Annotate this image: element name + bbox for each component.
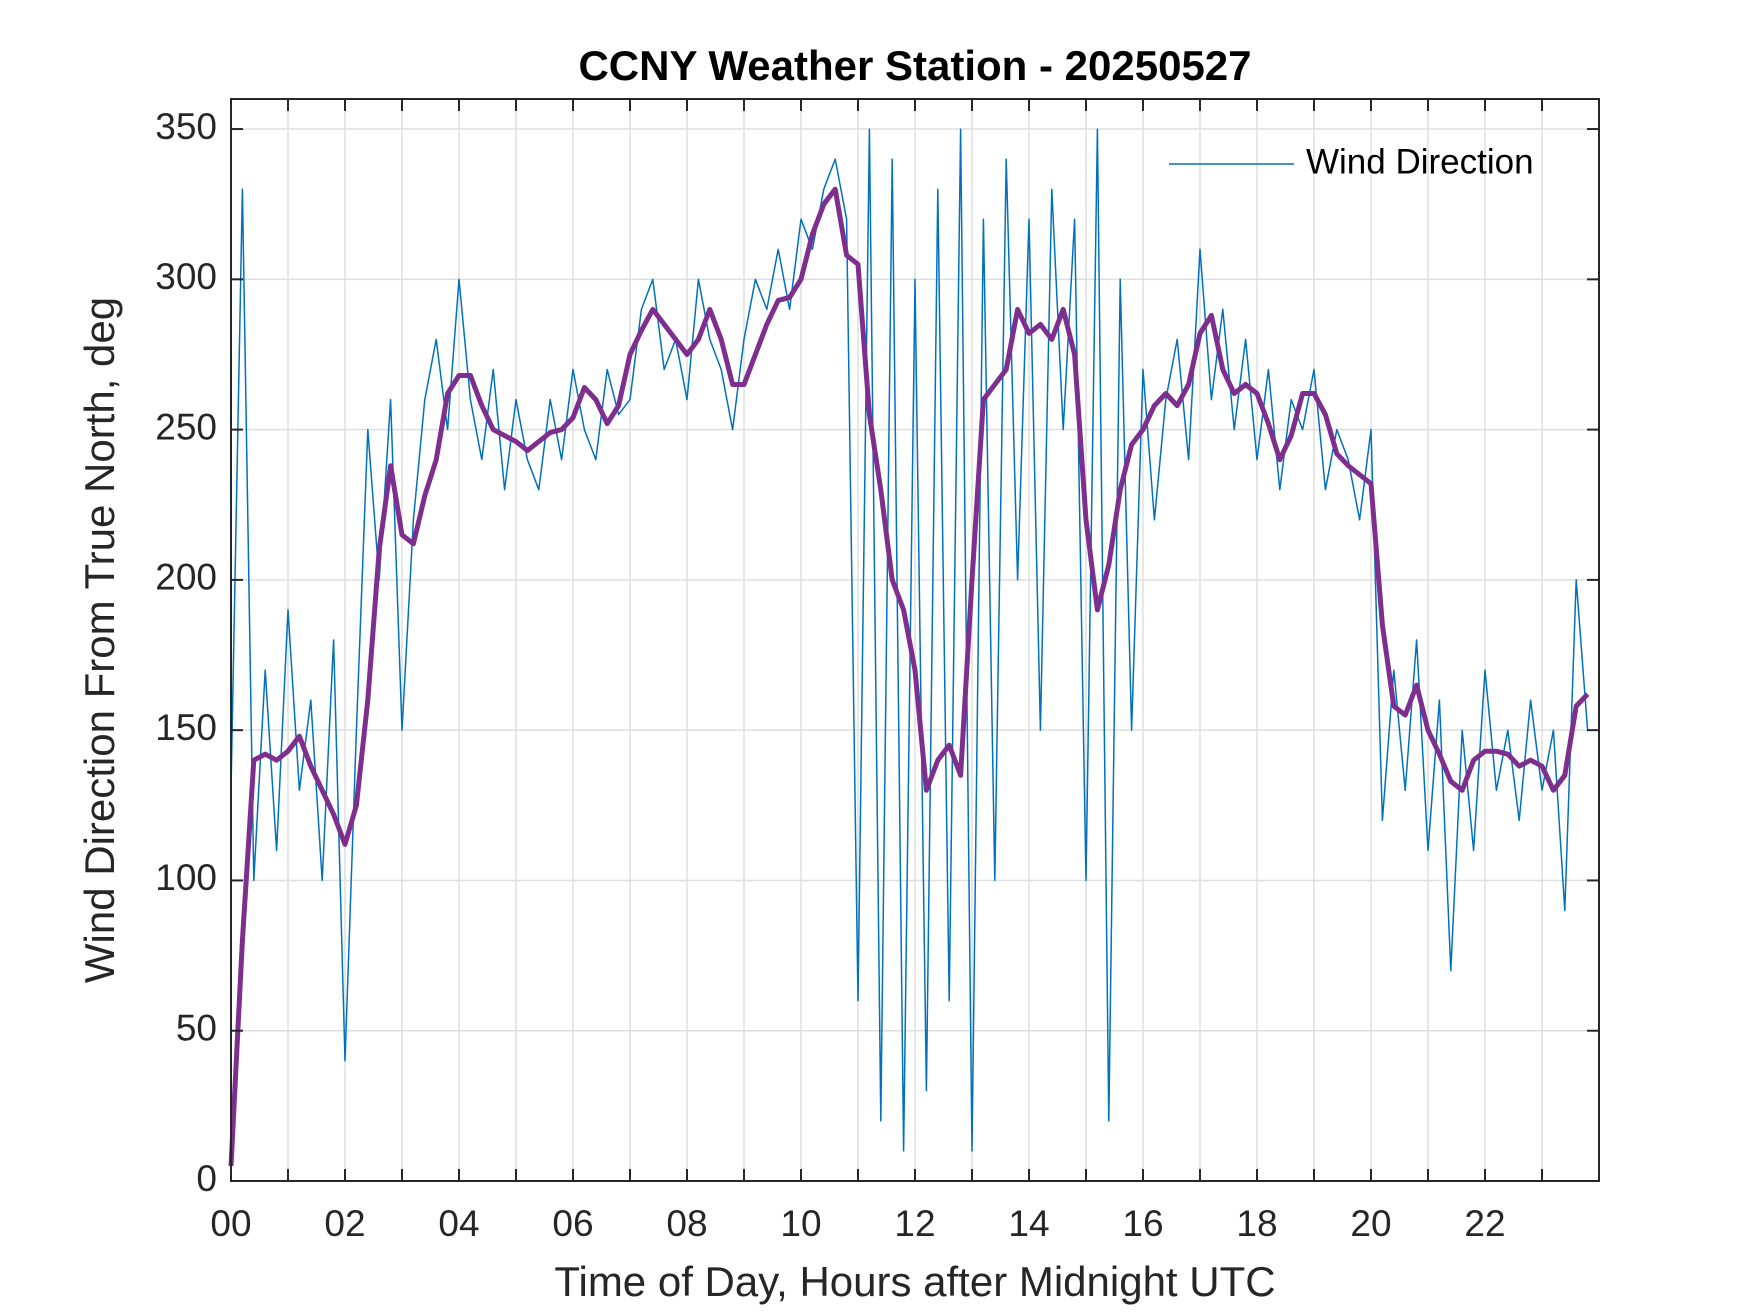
data-line (230, 128, 1589, 1152)
x-tick-label: 16 (1122, 1203, 1163, 1244)
y-tick-label: 0 (196, 1158, 217, 1199)
y-tick-label: 300 (155, 256, 217, 297)
y-tick-label: 350 (155, 106, 217, 147)
legend-label: Wind Direction (1306, 142, 1534, 181)
x-tick-label: 14 (1008, 1203, 1049, 1244)
chart-title: CCNY Weather Station - 20250527 (578, 42, 1251, 89)
x-tick-label: 06 (552, 1203, 593, 1244)
y-tick-label: 100 (155, 857, 217, 898)
data-line (228, 186, 1590, 1167)
x-tick-label: 10 (780, 1203, 821, 1244)
y-tick-label: 150 (155, 707, 217, 748)
y-axis-label: Wind Direction From True North, deg (76, 297, 123, 983)
x-axis-label: Time of Day, Hours after Midnight UTC (554, 1258, 1275, 1305)
y-tick-label: 50 (176, 1008, 217, 1049)
y-tick-label: 250 (155, 406, 217, 447)
x-tick-label: 20 (1350, 1203, 1391, 1244)
x-tick-label: 04 (438, 1203, 479, 1244)
x-tick-label: 00 (210, 1203, 251, 1244)
x-tick-label: 12 (894, 1203, 935, 1244)
y-tick-label: 200 (155, 557, 217, 598)
x-tick-label: 22 (1464, 1203, 1505, 1244)
x-tick-label: 18 (1236, 1203, 1277, 1244)
x-tick-label: 08 (666, 1203, 707, 1244)
x-tick-label: 02 (324, 1203, 365, 1244)
